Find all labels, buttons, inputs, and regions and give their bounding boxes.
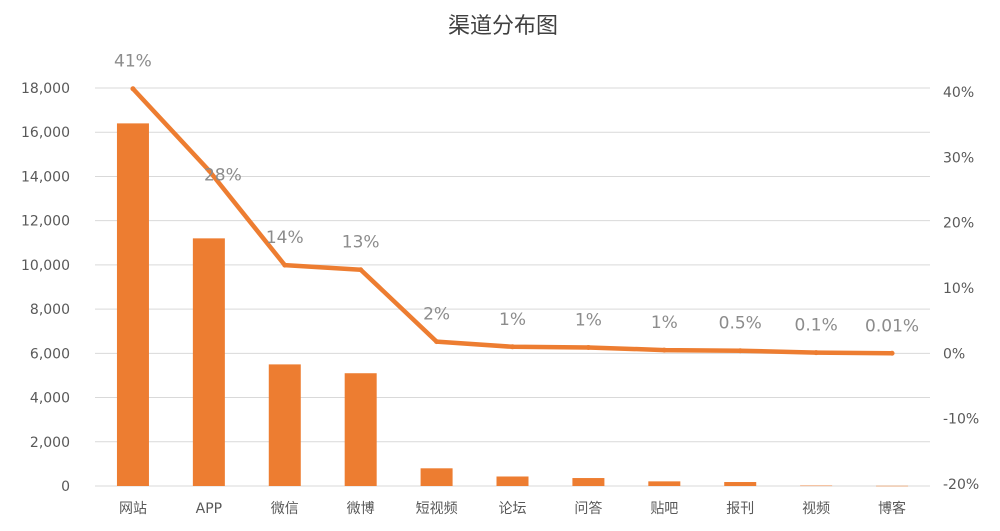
bar <box>724 482 757 486</box>
bar <box>344 373 377 486</box>
percent-label: 28% <box>204 165 242 185</box>
percent-label: 1% <box>575 310 602 330</box>
percent-label: 1% <box>651 313 678 333</box>
line-point <box>813 350 819 356</box>
right-tick-label: 40% <box>943 85 974 101</box>
category-label: 论坛 <box>499 501 527 517</box>
right-tick-label: 0% <box>943 346 965 362</box>
right-tick-label: 10% <box>943 281 974 297</box>
left-tick-label: 10,000 <box>21 258 70 274</box>
gridlines <box>95 87 930 487</box>
bar <box>268 364 301 486</box>
percent-line-series <box>130 86 895 356</box>
percent-label: 2% <box>423 305 450 325</box>
left-tick-label: 14,000 <box>21 169 70 185</box>
line-point <box>206 167 212 173</box>
bar <box>572 478 605 486</box>
right-y-axis: -20% -10% 0% 10% 20% 30% 40% <box>943 85 979 493</box>
category-label: 视频 <box>802 501 830 517</box>
left-tick-label: 8,000 <box>30 302 70 318</box>
line-point <box>358 267 364 273</box>
line-point <box>585 344 591 350</box>
bar <box>192 238 225 486</box>
right-tick-label: -20% <box>943 477 979 493</box>
left-tick-label: 4,000 <box>30 391 70 407</box>
line-point <box>889 350 895 356</box>
percent-label: 0.5% <box>719 314 762 334</box>
bar <box>496 476 529 486</box>
category-label: 短视频 <box>416 501 458 517</box>
category-label: 博客 <box>878 500 906 517</box>
category-label: APP <box>196 501 222 517</box>
bar <box>800 485 833 487</box>
bar <box>420 468 453 486</box>
category-label: 网站 <box>119 501 147 517</box>
bar <box>648 481 681 486</box>
category-label: 问答 <box>574 500 602 517</box>
left-y-axis: 0 2,000 4,000 6,000 8,000 10,000 12,000 14,000 1… <box>21 81 70 495</box>
category-label: 微信 <box>271 501 299 517</box>
right-tick-label: -10% <box>943 412 979 428</box>
line-point <box>434 339 440 345</box>
bar <box>116 123 149 486</box>
category-label: 贴吧 <box>650 501 678 517</box>
category-label: 报刊 <box>726 501 754 517</box>
right-tick-label: 20% <box>943 216 974 232</box>
line-point <box>282 262 288 268</box>
left-tick-label: 18,000 <box>21 81 70 97</box>
percent-label: 13% <box>342 233 380 253</box>
left-tick-label: 6,000 <box>30 346 70 362</box>
left-tick-label: 0 <box>61 479 70 495</box>
line-point <box>510 344 515 350</box>
category-axis: 网站 APP 微信 微博 短视频 论坛 问答 贴吧 报刊 视频 博客 <box>119 500 906 517</box>
line-point <box>737 348 743 354</box>
percent-label: 41% <box>114 52 152 72</box>
left-tick-label: 16,000 <box>21 125 70 141</box>
percent-label: 0.1% <box>795 316 838 336</box>
left-tick-label: 2,000 <box>30 435 70 451</box>
percent-label: 14% <box>266 228 304 248</box>
bar <box>876 485 909 487</box>
right-tick-label: 30% <box>943 150 974 166</box>
percent-label: 0.01% <box>865 316 919 336</box>
bar-series <box>116 123 909 487</box>
category-label: 微博 <box>347 500 375 517</box>
percent-data-labels: 41% 28% 14% 13% 2% 1% 1% 1% 0.5% 0.1% 0.01% <box>114 52 919 337</box>
left-tick-label: 12,000 <box>21 214 70 230</box>
line-point <box>130 86 136 92</box>
chart-title: 渠道分布图 <box>448 14 558 39</box>
line-point <box>661 347 667 353</box>
percent-label: 1% <box>499 310 526 330</box>
